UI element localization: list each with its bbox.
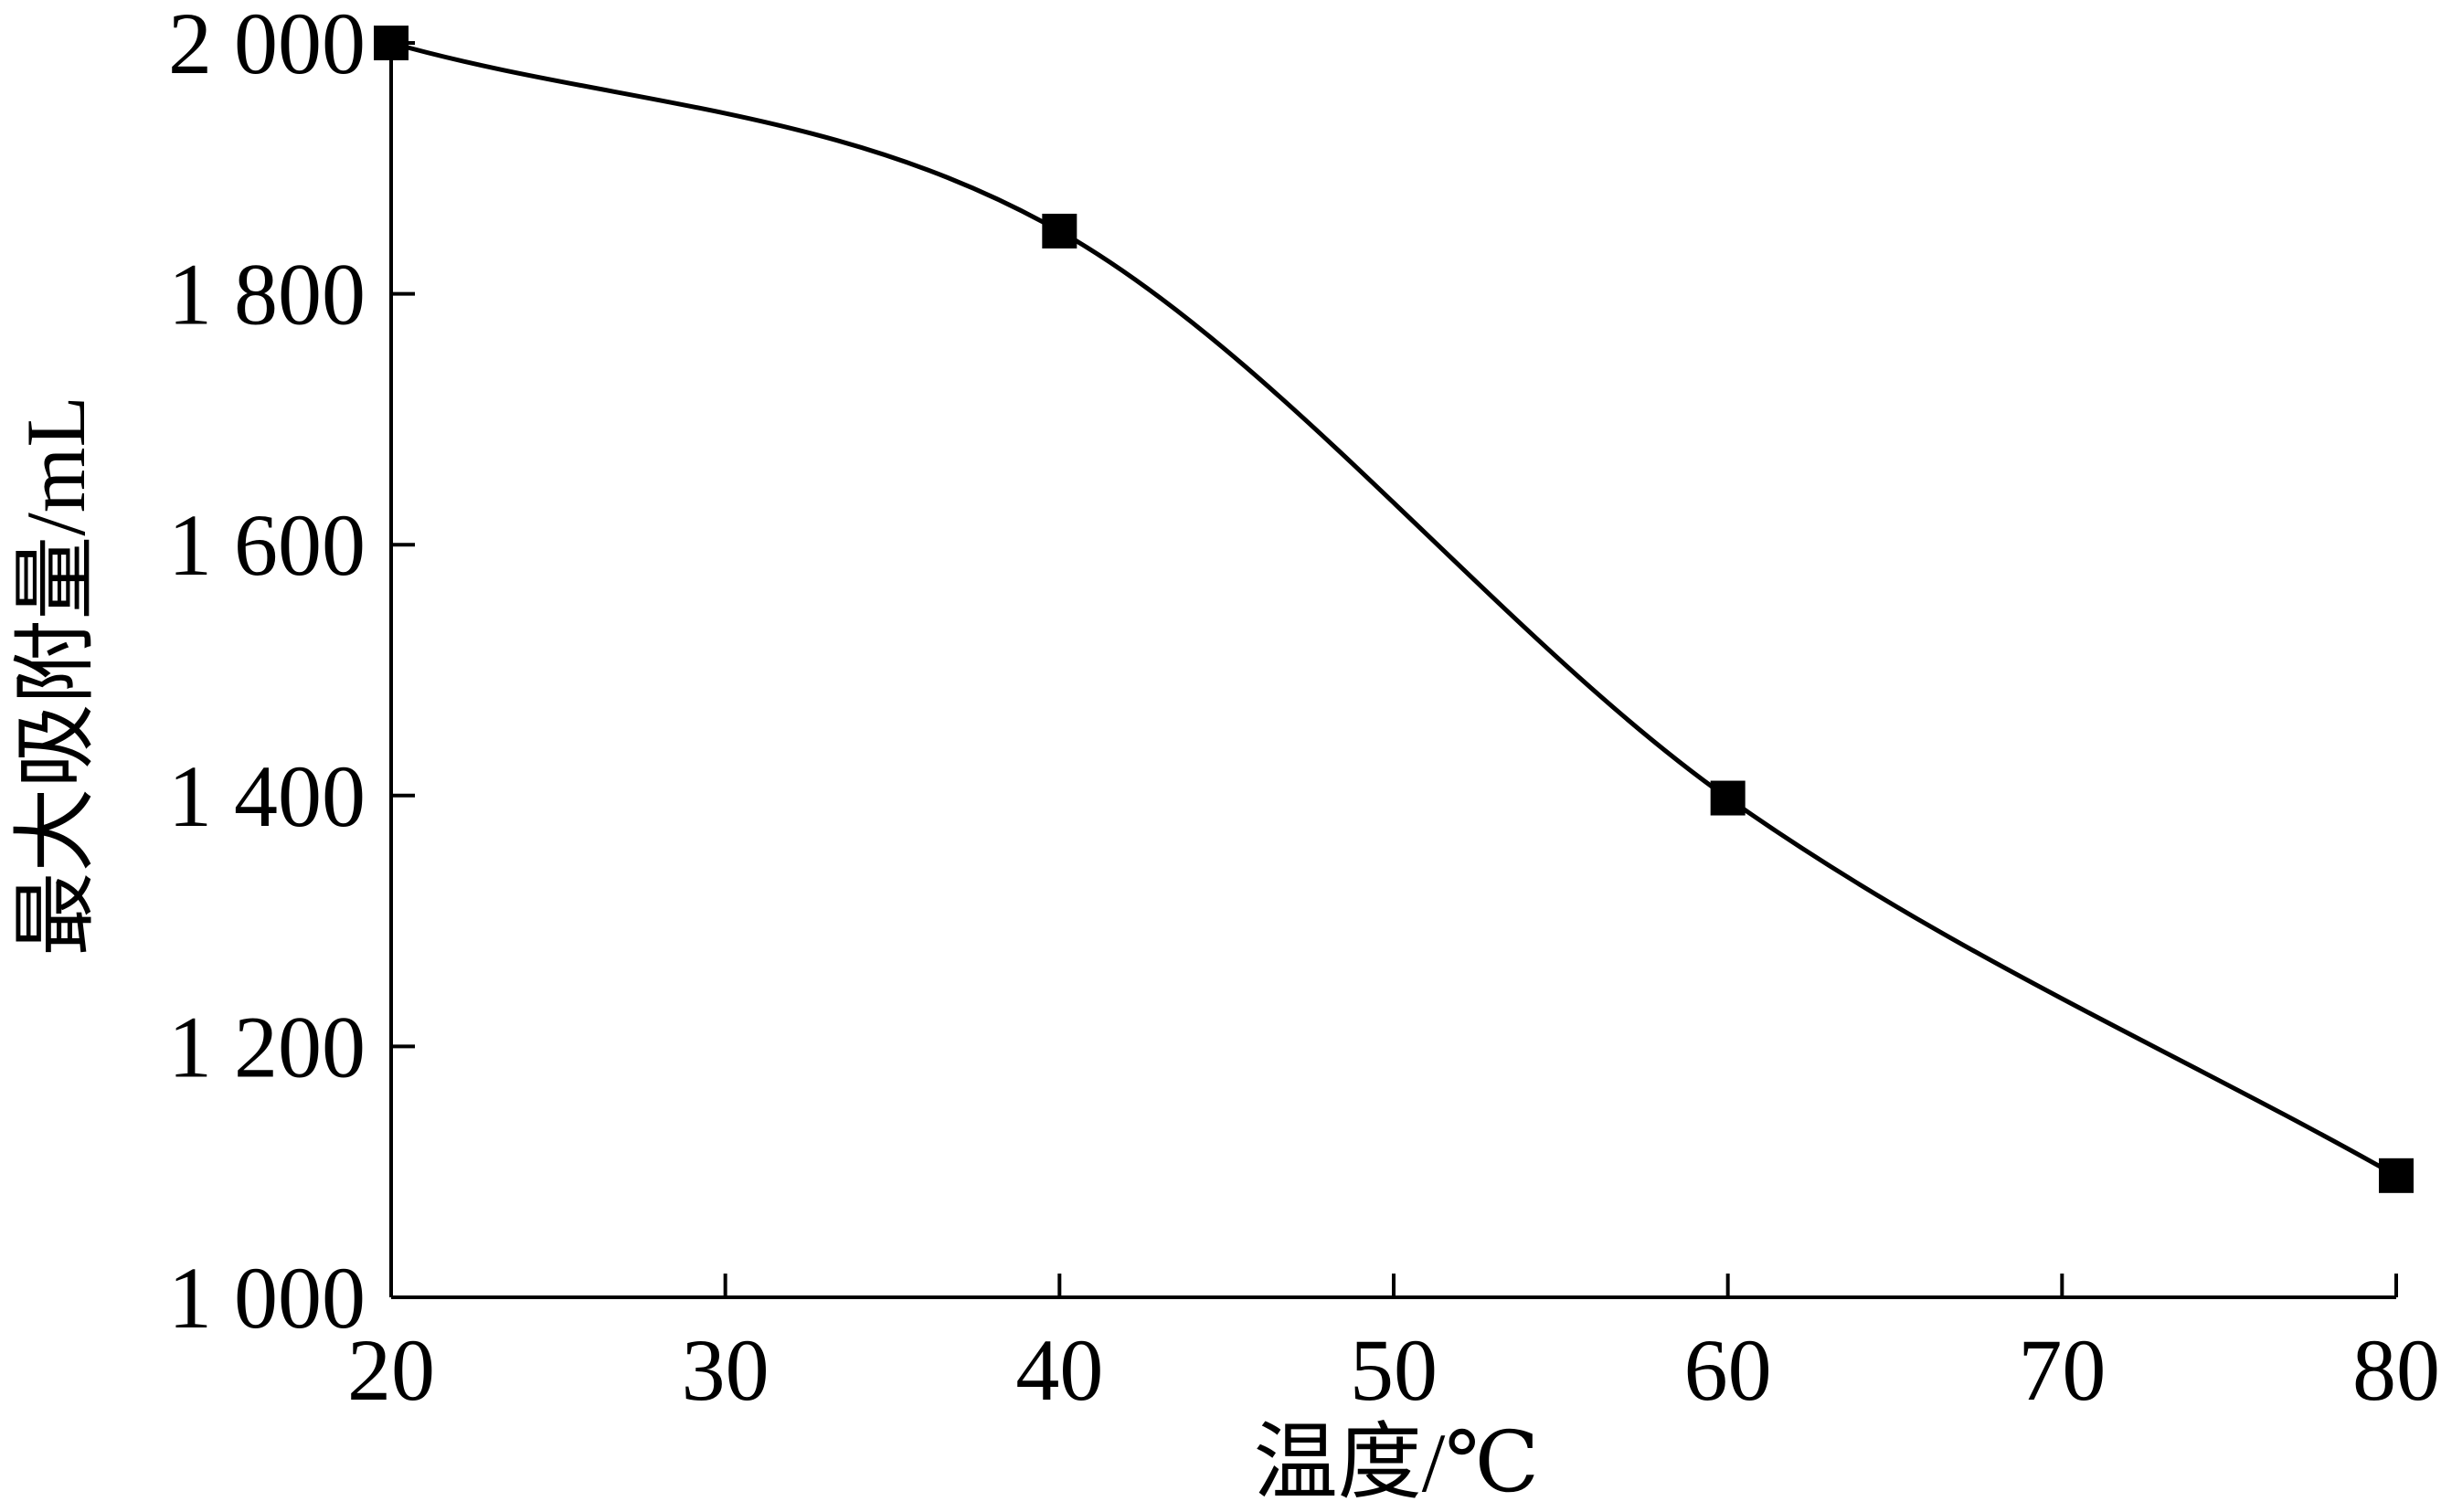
- x-tick-label: 30: [682, 1321, 769, 1419]
- x-tick-label: 20: [347, 1321, 435, 1419]
- series-layer: [390, 40, 2398, 1178]
- x-tick-label: 40: [1015, 1321, 1103, 1419]
- y-tick-label: 1 600: [168, 496, 366, 594]
- x-tick-label: 70: [2018, 1321, 2106, 1419]
- y-tick-label: 1 800: [168, 246, 366, 344]
- data-point-marker: [374, 26, 409, 60]
- y-tick-label: 1 000: [168, 1249, 366, 1347]
- data-point-marker: [1042, 213, 1077, 248]
- y-axis-title: 最大吸附量/mL: [9, 396, 102, 956]
- y-tick-label: 1 200: [168, 998, 366, 1095]
- x-axis-title: 温度/℃: [1254, 1416, 1539, 1507]
- markers-layer: [374, 26, 2414, 1193]
- data-point-marker: [2379, 1158, 2414, 1193]
- y-tick-label: 2 000: [168, 0, 366, 92]
- axes: [389, 41, 2398, 1299]
- data-point-marker: [1710, 780, 1746, 816]
- x-tick-label: 60: [1684, 1321, 1772, 1419]
- tick-labels: 20 30 40 50 60 70 80 1 000 1 200 1 400 1 600 1 800 2…: [168, 0, 2440, 1419]
- x-tick-label: 50: [1350, 1321, 1438, 1419]
- x-tick-label: 80: [2352, 1321, 2440, 1419]
- series-line: [390, 40, 2398, 1178]
- y-tick-label: 1 400: [168, 747, 366, 845]
